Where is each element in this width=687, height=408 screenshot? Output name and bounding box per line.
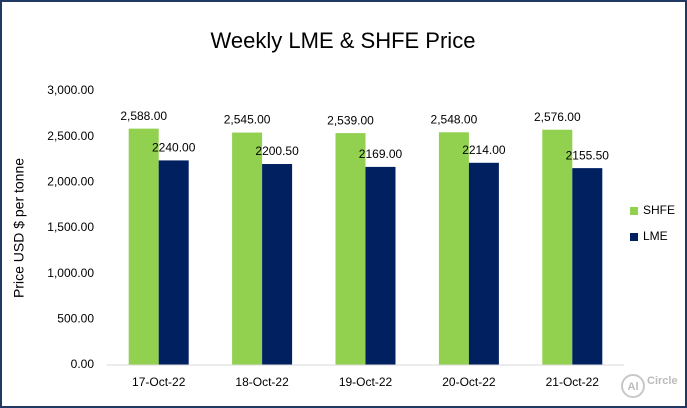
data-label: 2,588.00 [120, 109, 167, 123]
y-tick-label: 1,000.00 [47, 266, 94, 280]
y-tick-label: 500.00 [57, 312, 94, 326]
bar [438, 132, 469, 365]
data-label: 2169.00 [359, 147, 403, 161]
data-label: 2200.50 [255, 144, 299, 158]
x-tick-label: 17-Oct-22 [132, 375, 186, 389]
bar [158, 160, 189, 365]
bar [262, 164, 293, 365]
data-label: 2,576.00 [534, 110, 581, 124]
watermark-text: Circle [647, 375, 678, 387]
legend-label: SHFE [643, 203, 675, 217]
bar [468, 162, 499, 365]
y-tick-label: 3,000.00 [47, 83, 94, 97]
bar [572, 168, 603, 365]
data-label: 2214.00 [462, 143, 506, 157]
bar [542, 129, 573, 365]
bar [335, 133, 366, 365]
legend-swatch [630, 233, 638, 241]
bar [365, 166, 396, 365]
bar [128, 128, 159, 365]
y-tick-label: 2,000.00 [47, 175, 94, 189]
x-tick-label: 18-Oct-22 [235, 375, 289, 389]
watermark-mark: Al [628, 381, 639, 393]
data-label: 2155.50 [566, 148, 610, 162]
data-label: 2,548.00 [431, 112, 478, 126]
x-tick-label: 19-Oct-22 [339, 375, 393, 389]
x-tick-label: 21-Oct-22 [546, 375, 600, 389]
x-tick-label: 20-Oct-22 [442, 375, 496, 389]
data-label: 2240.00 [152, 141, 196, 155]
bar [232, 132, 263, 365]
chart-title: Weekly LME & SHFE Price [211, 28, 476, 53]
y-axis-label: Price USD $ per tonne [11, 158, 27, 298]
y-tick-label: 0.00 [71, 357, 95, 371]
data-label: 2,539.00 [327, 113, 374, 127]
legend-label: LME [643, 229, 668, 243]
watermark-logo [621, 374, 645, 398]
data-label: 2,545.00 [224, 113, 271, 127]
legend-swatch [630, 207, 638, 215]
y-tick-label: 2,500.00 [47, 129, 94, 143]
y-tick-label: 1,500.00 [47, 220, 94, 234]
